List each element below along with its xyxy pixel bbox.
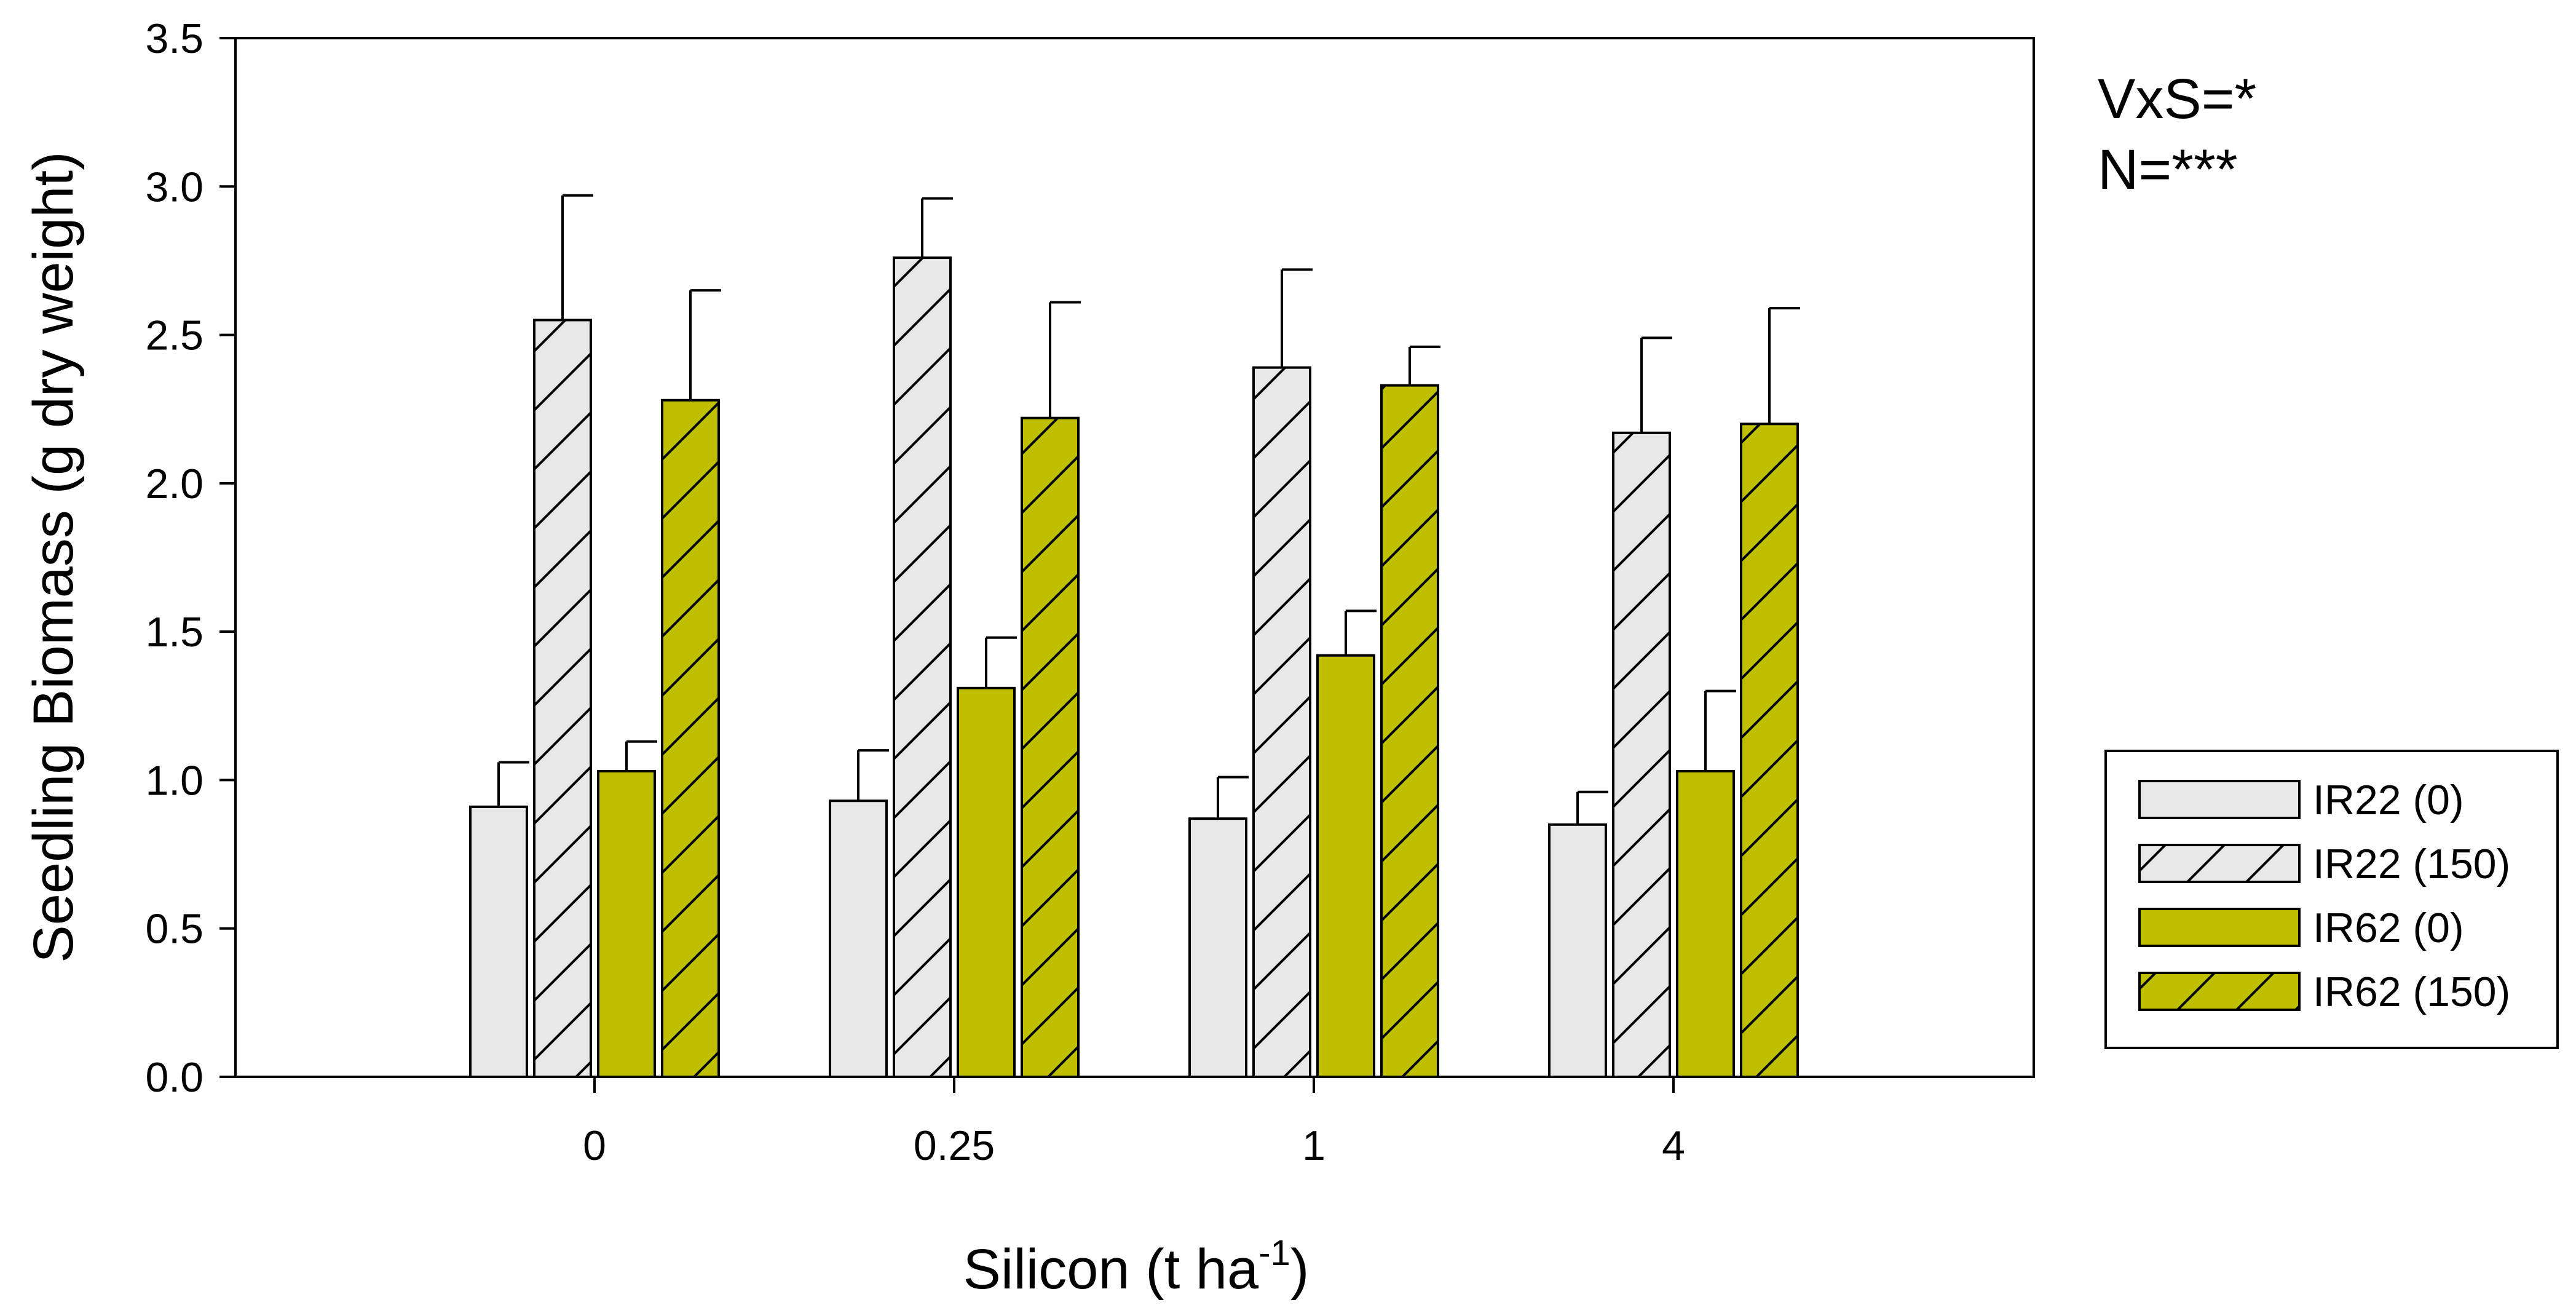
bar-ir22-150-1 (1252, 366, 1311, 1078)
y-tick-label: 1.5 (145, 609, 203, 656)
x-axis-label-suffix: ) (1290, 1238, 1310, 1301)
x-axis-label-superscript: -1 (1258, 1233, 1290, 1273)
bar-ir22-0-0-25 (829, 799, 888, 1079)
legend-label: IR62 (150) (2313, 969, 2510, 1015)
y-tick-label: 3.0 (145, 164, 203, 210)
legend: IR22 (0) IR22 (150) IR62 (0) IR62 (150) (2138, 777, 2510, 1015)
bar-ir62-150-0 (661, 399, 720, 1078)
y-axis: 0.0 0.5 1.0 1.5 2.0 2.5 3.0 3.5 (145, 15, 235, 1101)
bar-ir62-0-0-25 (957, 686, 1016, 1078)
y-tick-label: 1.0 (145, 757, 203, 804)
annotation-n: N=*** (2098, 138, 2238, 201)
bars (469, 194, 1800, 1079)
x-axis-label-main: Silicon (t ha (963, 1238, 1259, 1301)
legend-label: IR22 (0) (2313, 777, 2464, 823)
y-tick-label: 2.5 (145, 312, 203, 359)
bar-ir62-0-4 (1676, 769, 1735, 1078)
bar-ir22-0-4 (1548, 823, 1607, 1079)
bar-ir22-0-0 (469, 805, 528, 1078)
legend-label: IR62 (0) (2313, 905, 2464, 951)
x-tick-label: 1 (1302, 1122, 1326, 1169)
bar-ir62-0-1 (1316, 654, 1375, 1078)
y-tick-label: 3.5 (145, 15, 203, 62)
bar-ir62-150-0-25 (1021, 416, 1080, 1078)
x-tick-label: 4 (1662, 1122, 1685, 1169)
x-axis-label: Silicon (t ha-1) (963, 1233, 1310, 1301)
legend-swatch (2138, 908, 2301, 947)
x-axis: 0 0.25 1 4 (583, 1077, 1685, 1169)
legend-swatch (2138, 844, 2301, 883)
y-axis-label: Seedling Biomass (g dry weight) (22, 151, 85, 962)
bar-ir62-150-4 (1740, 422, 1799, 1078)
x-tick-label: 0.25 (914, 1122, 995, 1169)
bar-ir62-0-0 (597, 769, 656, 1078)
annotation-vxs: VxS=* (2098, 68, 2256, 130)
bar-ir22-0-1 (1188, 817, 1247, 1078)
bar-ir22-150-0-25 (893, 256, 952, 1078)
legend-label: IR22 (150) (2313, 841, 2510, 887)
y-tick-label: 0.5 (145, 906, 203, 953)
y-tick-label: 0.0 (145, 1054, 203, 1101)
y-tick-label: 2.0 (145, 461, 203, 507)
legend-swatch (2138, 780, 2301, 819)
legend-swatch (2138, 972, 2301, 1011)
bar-ir22-150-4 (1612, 431, 1671, 1079)
bar-ir22-150-0 (533, 319, 592, 1078)
bar-ir62-150-1 (1380, 384, 1439, 1079)
x-tick-label: 0 (583, 1122, 606, 1169)
plot-area (234, 37, 2035, 1078)
